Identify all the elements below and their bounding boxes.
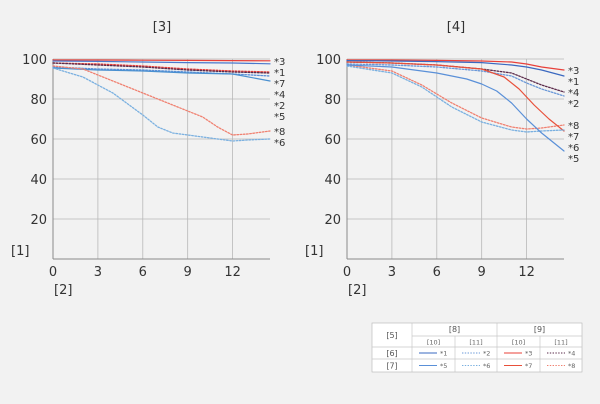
series-label-7: *7 (274, 79, 285, 90)
x-tick-label: 12 (518, 265, 535, 280)
legend-mark-5: *5 (440, 362, 447, 370)
legend-subheader: [10] (512, 339, 525, 347)
y-tick-label: 60 (324, 133, 341, 148)
series-label-7: *7 (568, 132, 579, 143)
y-tick-label: 80 (30, 93, 47, 108)
x-axis-label: [2] (54, 283, 72, 298)
legend-mark-8: *8 (568, 362, 575, 370)
y-axis-label: [1] (11, 244, 29, 259)
legend-mark-1: *1 (440, 349, 447, 357)
legend-mark-3: *3 (525, 349, 532, 357)
series-line-3 (346, 59, 565, 71)
series-line-7 (346, 61, 565, 132)
legend-row-label: [7] (386, 362, 397, 371)
y-axis-label: [1] (305, 244, 323, 259)
series-line-8 (346, 64, 565, 130)
x-tick-label: 9 (478, 265, 486, 280)
y-tick-label: 20 (324, 213, 341, 228)
x-tick-label: 0 (49, 265, 57, 280)
y-tick-label: 40 (30, 173, 47, 188)
series-line-8 (52, 65, 271, 136)
chart-title: [3] (153, 20, 171, 35)
series-line-1 (346, 59, 565, 77)
x-tick-label: 0 (343, 265, 351, 280)
legend-mark-4: *4 (568, 349, 575, 357)
legend-corner-label: [5] (386, 331, 397, 340)
x-tick-label: 3 (94, 265, 102, 280)
series-label-8: *8 (568, 121, 579, 132)
x-tick-label: 6 (139, 265, 147, 280)
legend-group-header: [8] (449, 325, 460, 334)
series-label-4: *4 (274, 90, 285, 101)
y-tick-label: 40 (324, 173, 341, 188)
series-label-6: *6 (274, 138, 285, 149)
series-label-6: *6 (568, 143, 579, 154)
series-line-7 (52, 62, 271, 73)
series-label-4: *4 (568, 88, 579, 99)
legend-mark-7: *7 (525, 362, 532, 370)
legend-row-label: [6] (386, 349, 397, 358)
y-tick-label: 100 (316, 53, 341, 68)
series-label-3: *3 (274, 57, 285, 68)
series-label-5: *5 (568, 154, 579, 165)
series-label-5: *5 (274, 112, 285, 123)
legend-subheader: [11] (554, 339, 567, 347)
series-line-5 (346, 64, 565, 152)
legend-mark-6: *6 (483, 362, 490, 370)
series-label-2: *2 (568, 99, 579, 110)
legend-mark-2: *2 (483, 349, 490, 357)
legend-group-header: [9] (534, 325, 545, 334)
series-label-3: *3 (568, 66, 579, 77)
y-tick-label: 20 (30, 213, 47, 228)
legend-table: [5] [8] [9] [10] [11] [10] [11] [6] *1 *2 *3 *4 [7] *… (371, 322, 583, 373)
x-tick-label: 6 (433, 265, 441, 280)
series-line-2 (346, 63, 565, 97)
series-line-5 (52, 67, 271, 82)
legend-subheader: [11] (469, 339, 482, 347)
chart-panel-1: [3] 20 40 60 80 100 0 3 6 9 12 [1] [2] *3*1*7*4*2*5 *8… (11, 20, 285, 298)
chart-title: [4] (447, 20, 465, 35)
series-line-6 (346, 65, 565, 133)
y-tick-label: 80 (324, 93, 341, 108)
x-axis-label: [2] (348, 283, 366, 298)
legend-frame (371, 322, 583, 373)
x-tick-label: 3 (388, 265, 396, 280)
y-tick-label: 60 (30, 133, 47, 148)
series-label-2: *2 (274, 101, 285, 112)
chart-panel-2: [4] 20 40 60 80 100 0 3 6 9 12 [1] [2] *3*1*4*2 *8*7*6… (305, 20, 579, 298)
series-line-2 (52, 66, 271, 77)
y-tick-label: 100 (22, 53, 47, 68)
series-label-1: *1 (274, 68, 285, 79)
x-tick-label: 12 (224, 265, 241, 280)
legend-subheader: [10] (427, 339, 440, 347)
series-line-4 (52, 62, 271, 74)
series-line-3 (52, 59, 271, 62)
x-tick-label: 9 (184, 265, 192, 280)
series-label-1: *1 (568, 77, 579, 88)
series-line-6 (52, 67, 271, 142)
series-label-8: *8 (274, 127, 285, 138)
series-line-1 (52, 60, 271, 65)
